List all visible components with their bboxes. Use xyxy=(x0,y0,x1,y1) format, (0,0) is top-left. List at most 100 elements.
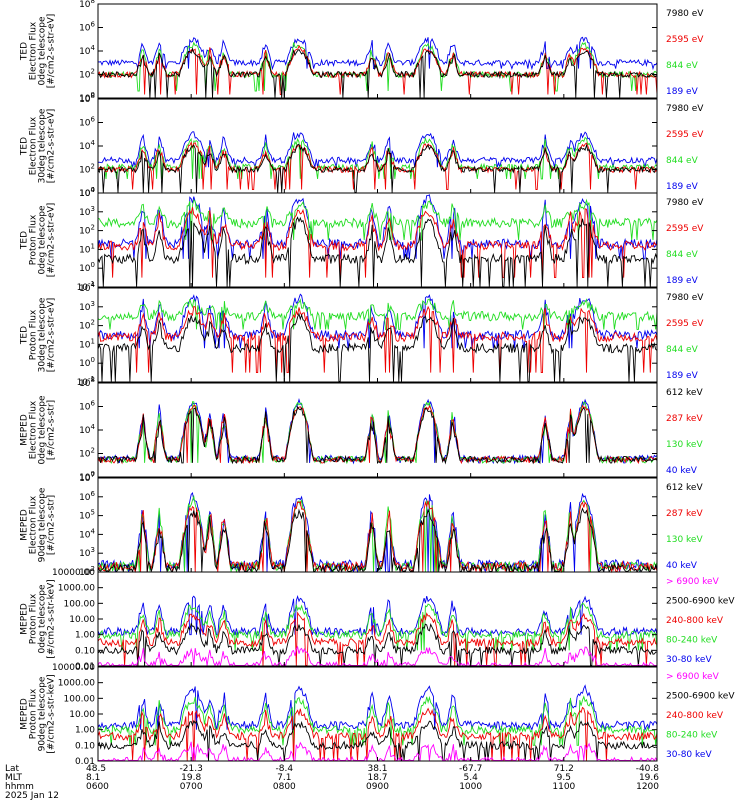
series-line-2-3 xyxy=(97,194,658,260)
y-tick-label-2-2: 101 xyxy=(79,242,95,255)
legend-label-4-0: 612 keV xyxy=(666,388,703,398)
legend-label-5-1: 287 keV xyxy=(666,509,703,519)
series-line-7-4 xyxy=(97,684,658,732)
legend-label-5-2: 130 keV xyxy=(666,535,703,545)
series-line-6-1 xyxy=(97,622,657,666)
y-axis-label-4: MEPEDElectron Flux0deg telescope[#/cm2-s… xyxy=(20,395,57,465)
y-tick-label-4-3: 106 xyxy=(79,400,95,413)
y-tick-label-7-1: 0.10 xyxy=(75,741,95,751)
series-line-3-1 xyxy=(97,305,658,374)
legend-label-1-2: 844 eV xyxy=(666,156,699,166)
x-row-label-0: Lat xyxy=(5,764,20,774)
x-tick-lat-1: -21.3 xyxy=(180,764,203,774)
y-tick-label-4-4: 108 xyxy=(79,376,95,389)
y-tick-label-3-1: 100 xyxy=(79,356,95,369)
legend-label-0-2: 844 eV xyxy=(666,61,699,71)
axis-ticks: 10010210410610810010210410610810-1100101… xyxy=(52,0,658,767)
y-tick-label-5-2: 104 xyxy=(79,527,95,540)
x-tick-lat-6: -40.8 xyxy=(636,764,660,774)
series-line-6-4 xyxy=(97,594,658,637)
y-tick-label-6-6: 10000.00 xyxy=(52,568,95,578)
y-tick-label-0-3: 106 xyxy=(79,21,95,34)
y-tick-label-1-1: 102 xyxy=(79,163,95,176)
y-tick-label-1-3: 106 xyxy=(79,116,95,129)
x-tick-hhmm-1: 0700 xyxy=(180,782,203,792)
y-tick-label-6-5: 1000.00 xyxy=(58,584,95,594)
legend-label-1-1: 2595 eV xyxy=(666,130,704,140)
legend-label-1-0: 7980 eV xyxy=(666,104,704,114)
y-tick-label-6-0: 0.01 xyxy=(75,662,95,672)
date-label: 2025 Jan 12 xyxy=(5,791,59,800)
y-tick-label-1-0: 100 xyxy=(79,186,95,199)
x-tick-hhmm-4: 1000 xyxy=(459,782,482,792)
y-tick-label-3-3: 102 xyxy=(79,319,95,332)
x-tick-lat-4: -67.7 xyxy=(459,764,482,774)
y-tick-label-2-1: 100 xyxy=(79,261,95,274)
legend-label-5-0: 612 keV xyxy=(666,483,703,493)
x-tick-mlt-1: 19.8 xyxy=(181,773,201,783)
y-tick-label-4-0: 100 xyxy=(79,470,95,483)
y-tick-label-2-0: 10-1 xyxy=(77,280,95,293)
y-tick-label-2-4: 103 xyxy=(79,205,95,218)
y-tick-label-7-4: 100.00 xyxy=(64,694,96,704)
legend-label-0-1: 2595 eV xyxy=(666,35,704,45)
series-line-7-1 xyxy=(97,720,658,761)
y-tick-label-6-4: 100.00 xyxy=(64,599,96,609)
series-line-6-2 xyxy=(97,611,658,666)
x-tick-hhmm-3: 0900 xyxy=(366,782,389,792)
y-tick-label-6-2: 1.00 xyxy=(75,631,95,641)
y-tick-label-3-2: 101 xyxy=(79,337,95,350)
y-tick-label-3-5: 104 xyxy=(79,281,95,294)
y-tick-label-1-4: 108 xyxy=(79,92,95,105)
x-row-label-2: hhmm xyxy=(5,782,34,792)
x-tick-lat-3: 38.1 xyxy=(367,764,387,774)
y-tick-label-7-3: 10.00 xyxy=(69,710,95,720)
y-axis-label-2: TEDProton Flux0deg telescope[#/cm2-s-str… xyxy=(20,203,57,278)
series-line-6-3 xyxy=(97,602,658,651)
x-tick-lat-2: -8.4 xyxy=(276,764,294,774)
legend-label-7-3: 80-240 keV xyxy=(666,731,718,741)
y-tick-label-5-4: 106 xyxy=(79,490,95,503)
y-tick-label-2-3: 102 xyxy=(79,224,95,237)
legend-label-4-2: 130 keV xyxy=(666,440,703,450)
x-tick-hhmm-0: 0600 xyxy=(86,782,109,792)
legend-label-7-1: 2500-6900 keV xyxy=(666,692,735,702)
y-tick-label-3-0: 10-1 xyxy=(77,375,95,388)
legend-label-3-2: 844 eV xyxy=(666,345,699,355)
series-line-7-2 xyxy=(97,706,658,761)
legend-label-3-3: 189 eV xyxy=(666,371,699,381)
series-line-0-0 xyxy=(97,47,658,98)
y-tick-label-4-1: 102 xyxy=(79,447,95,460)
x-tick-hhmm-2: 0800 xyxy=(273,782,296,792)
y-axis-label-0: TEDElectron Flux0deg telescope[#/cm2-s-s… xyxy=(20,14,57,89)
legend-label-7-2: 240-800 keV xyxy=(666,711,724,721)
legend-label-6-4: 30-80 keV xyxy=(666,655,712,665)
legend-label-6-1: 2500-6900 keV xyxy=(666,597,735,607)
x-tick-mlt-5: 9.5 xyxy=(557,773,571,783)
y-tick-label-5-1: 103 xyxy=(79,546,95,559)
y-tick-label-7-5: 1000.00 xyxy=(58,679,95,689)
legend-label-3-1: 2595 eV xyxy=(666,319,704,329)
y-tick-label-5-5: 107 xyxy=(79,471,95,484)
series-line-1-0 xyxy=(97,143,658,193)
legend-label-4-1: 287 keV xyxy=(666,414,703,424)
panel-labels: TEDElectron Flux0deg telescope[#/cm2-s-s… xyxy=(20,9,736,760)
y-tick-label-0-2: 104 xyxy=(79,44,95,57)
legend-label-3-0: 7980 eV xyxy=(666,293,704,303)
legend-label-4-3: 40 keV xyxy=(666,466,698,476)
legend-label-0-0: 7980 eV xyxy=(666,9,704,19)
x-tick-mlt-0: 8.1 xyxy=(86,773,100,783)
legend-label-6-0: > 6900 keV xyxy=(666,577,720,587)
series-line-5-0 xyxy=(97,507,658,574)
series-line-3-0 xyxy=(97,312,658,382)
y-axis-label-7: MEPEDProton Flux90deg telescope[#/cm2-s-… xyxy=(20,674,57,753)
series-line-2-1 xyxy=(97,207,658,279)
x-axis-annotation: 48.58.10600-21.319.80700-8.47.1080038.11… xyxy=(5,764,659,800)
y-tick-label-0-1: 102 xyxy=(79,68,95,81)
y-axis-label-3: TEDProton Flux30deg telescope[#/cm2-s-st… xyxy=(20,297,57,372)
y-tick-label-3-4: 103 xyxy=(79,300,95,313)
y-tick-label-7-2: 1.00 xyxy=(75,726,95,736)
legend-label-2-1: 2595 eV xyxy=(666,224,704,234)
series-line-3-2 xyxy=(97,298,658,330)
